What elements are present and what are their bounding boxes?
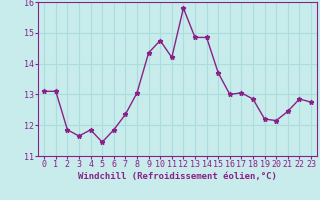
X-axis label: Windchill (Refroidissement éolien,°C): Windchill (Refroidissement éolien,°C) xyxy=(78,172,277,181)
